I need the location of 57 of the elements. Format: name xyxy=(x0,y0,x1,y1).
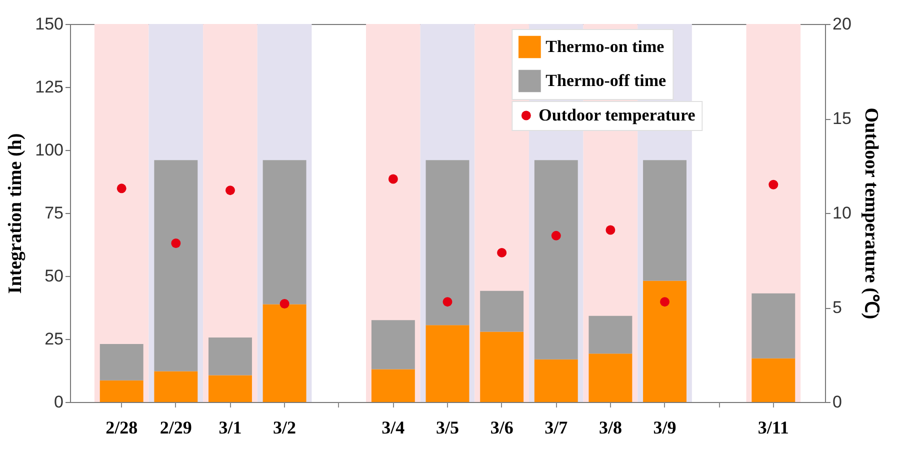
x-tick-label: 3/11 xyxy=(758,418,789,438)
x-tick-label: 2/28 xyxy=(106,418,138,438)
bar xyxy=(208,337,252,376)
point xyxy=(388,174,398,184)
y-tick-label: 0 xyxy=(54,392,64,412)
y-tick-label: 75 xyxy=(44,204,64,222)
y-tick-label: 150 xyxy=(35,14,64,34)
point xyxy=(280,298,290,308)
y2-tick-label: 0 xyxy=(832,392,842,412)
x-tick-label: 3/2 xyxy=(273,418,296,438)
bar xyxy=(100,344,144,380)
point xyxy=(606,225,616,235)
point xyxy=(171,238,181,248)
y2-tick-label: 15 xyxy=(832,109,852,128)
y-tick-label: 50 xyxy=(44,266,64,286)
bar xyxy=(643,160,686,281)
bar xyxy=(588,354,632,402)
y-tick-label: 100 xyxy=(35,140,64,160)
bar xyxy=(752,358,796,402)
y2-tick-label: 5 xyxy=(832,298,842,317)
point xyxy=(225,186,235,196)
bar xyxy=(588,316,632,354)
legend-label: Outdoor temperature xyxy=(538,106,696,124)
y2-tick-label: 10 xyxy=(832,204,852,222)
y-axis-title: Integration time (h) xyxy=(5,133,26,294)
point xyxy=(768,180,778,190)
bar xyxy=(154,371,198,402)
bar xyxy=(208,375,252,402)
bar xyxy=(534,359,578,402)
bar xyxy=(371,320,415,370)
point xyxy=(551,230,561,240)
x-tick-label: 3/7 xyxy=(544,418,568,438)
y-tick-label: 25 xyxy=(44,330,64,348)
bar xyxy=(480,332,524,402)
point xyxy=(660,297,670,307)
x-tick-label: 3/4 xyxy=(382,418,405,438)
legend-label: Thermo-off time xyxy=(546,71,666,90)
bar xyxy=(480,290,524,332)
point xyxy=(442,297,452,307)
x-tick-label: 3/9 xyxy=(653,418,676,438)
legend-label: Thermo-on time xyxy=(546,37,665,56)
bar xyxy=(752,293,796,358)
bar xyxy=(426,325,470,402)
x-tick-label: 3/1 xyxy=(218,418,242,438)
bar xyxy=(643,280,686,402)
x-tick-label: 3/5 xyxy=(436,418,460,438)
x-tick-label: 2/29 xyxy=(160,418,192,438)
bar xyxy=(371,369,415,402)
point xyxy=(116,184,126,194)
bar xyxy=(100,380,144,402)
x-tick-label: 3/6 xyxy=(490,418,514,438)
y-tick-label: 125 xyxy=(35,78,64,96)
y2-axis-title: Outdoor temperature (℃) xyxy=(860,108,882,320)
point xyxy=(497,248,507,258)
x-tick-label: 3/8 xyxy=(598,418,622,438)
bar xyxy=(262,304,306,402)
y2-tick-label: 20 xyxy=(832,14,852,34)
